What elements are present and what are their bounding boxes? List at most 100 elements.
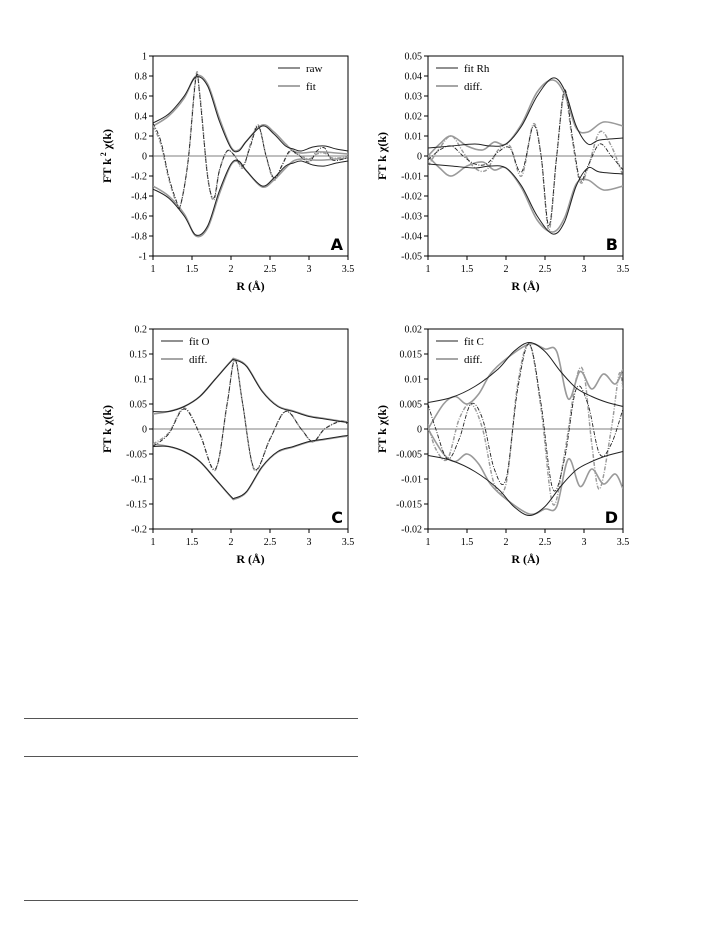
y-tick-label: 0.15 (130, 350, 148, 361)
y-tick-label: 0 (142, 425, 147, 436)
x-tick-label: 2 (504, 537, 509, 548)
x-tick-label: 3.5 (617, 264, 630, 275)
legend-entry: fit C (464, 336, 484, 348)
chart-panel-b: -0.05 -0.04 -0.03 -0.02 -0.01 0 0.01 0.02 0.03 0.… (375, 52, 630, 294)
y-tick-label: 0.04 (405, 72, 423, 83)
legend-entry: diff. (189, 354, 208, 366)
plot-area (153, 357, 348, 501)
y-tick-label: -0.4 (131, 192, 147, 203)
y-tick-label: -0.15 (126, 500, 147, 511)
y-tick-label: 1 (142, 52, 147, 63)
series-real-part (428, 342, 623, 506)
legend-entry: diff. (464, 81, 483, 93)
legend-entry: raw (306, 63, 323, 75)
y-tick-label: 0.2 (135, 132, 148, 143)
x-tick-label: 2.5 (264, 537, 277, 548)
series-envelope-lower (428, 155, 623, 233)
x-tick-label: 1.5 (461, 537, 474, 548)
x-tick-label: 3 (307, 537, 312, 548)
series-envelope-lower (153, 159, 348, 236)
x-axis-label: R (Å) (236, 279, 264, 293)
series-envelope-upper (428, 79, 623, 157)
x-axis-label: R (Å) (511, 552, 539, 566)
series-real-part (428, 343, 623, 492)
y-tick-label: -0.005 (396, 450, 422, 461)
y-tick-label: -1 (139, 252, 147, 263)
chart-panel-c: -0.2 -0.15 -0.1 -0.05 0 0.05 0.1 0.15 0.2 1 1.5 2 2.… (100, 325, 355, 567)
y-tick-label: 0.05 (130, 400, 148, 411)
series-envelope-lower (428, 428, 623, 516)
y-tick-label: 0 (417, 152, 422, 163)
x-tick-label: 3.5 (342, 537, 355, 548)
x-tick-label: 2 (229, 264, 234, 275)
x-tick-label: 1.5 (461, 264, 474, 275)
y-tick-label: 0 (142, 152, 147, 163)
legend-entry: diff. (464, 354, 483, 366)
y-tick-label: -0.2 (131, 172, 147, 183)
y-tick-label: 0 (417, 425, 422, 436)
y-tick-label: 0.2 (135, 325, 148, 336)
x-tick-label: 3 (582, 537, 587, 548)
series-envelope-upper (153, 76, 348, 153)
x-tick-label: 1 (426, 264, 431, 275)
y-tick-label: -0.1 (131, 475, 147, 486)
x-tick-label: 1.5 (186, 264, 199, 275)
y-tick-label: -0.03 (401, 212, 422, 223)
series-real-part (153, 359, 348, 471)
y-tick-label: 0.02 (405, 112, 423, 123)
y-tick-label: -0.04 (401, 232, 422, 243)
y-tick-label: 0.4 (135, 112, 148, 123)
y-tick-label: 0.8 (135, 72, 148, 83)
x-tick-label: 2 (229, 537, 234, 548)
legend-entry: fit Rh (464, 63, 490, 75)
series-real-part (428, 93, 623, 231)
series-envelope-lower (428, 451, 623, 517)
plot-area (153, 71, 348, 238)
y-tick-label: 0.03 (405, 92, 423, 103)
series-real-part (153, 71, 348, 211)
legend-entry: fit (306, 81, 316, 93)
y-tick-label: -0.02 (401, 192, 422, 203)
y-tick-label: 0.01 (405, 375, 423, 386)
y-tick-label: -0.02 (401, 525, 422, 536)
table-bottom-rule (24, 900, 358, 901)
x-tick-label: 1 (151, 537, 156, 548)
x-tick-label: 2.5 (539, 537, 552, 548)
y-tick-label: -0.01 (401, 172, 422, 183)
y-axis-label: FT k χ(k) (375, 405, 389, 453)
y-tick-label: -0.6 (131, 212, 147, 223)
series-envelope-lower (153, 435, 348, 501)
y-tick-label: -0.05 (401, 252, 422, 263)
plot-area (428, 341, 623, 517)
table-top-rule (24, 718, 358, 719)
series-real-part (153, 358, 348, 472)
series-real-part (153, 73, 348, 210)
y-tick-label: -0.015 (396, 500, 422, 511)
series-envelope-upper (428, 77, 623, 149)
x-axis-label: R (Å) (511, 279, 539, 293)
series-envelope-upper (428, 342, 623, 430)
series-envelope-upper (153, 358, 348, 423)
y-tick-label: 0.05 (405, 52, 423, 63)
y-axis-label: FT k 2 χ(k) (99, 129, 114, 183)
y-tick-label: 0.6 (135, 92, 148, 103)
x-tick-label: 2.5 (264, 264, 277, 275)
plot-area (428, 77, 623, 235)
x-tick-label: 3.5 (342, 264, 355, 275)
y-tick-label: -0.05 (126, 450, 147, 461)
y-tick-label: 0.1 (135, 375, 148, 386)
panel-letter: A (331, 235, 344, 254)
x-tick-label: 1 (426, 537, 431, 548)
series-envelope-lower (428, 163, 623, 235)
x-tick-label: 2 (504, 264, 509, 275)
panel-letter: D (605, 508, 618, 527)
x-tick-label: 3 (307, 264, 312, 275)
x-tick-label: 1.5 (186, 537, 199, 548)
y-tick-label: 0.02 (405, 325, 423, 336)
y-axis-label: FT k χ(k) (375, 132, 389, 180)
x-tick-label: 3 (582, 264, 587, 275)
y-axis-label: FT k χ(k) (100, 405, 114, 453)
x-tick-label: 1 (151, 264, 156, 275)
y-tick-label: -0.2 (131, 525, 147, 536)
chart-panel-a: -1 -0.8 -0.6 -0.4 -0.2 0 0.2 0.4 0.6 0.8 1 1 1.5 2 2.5… (99, 52, 355, 294)
